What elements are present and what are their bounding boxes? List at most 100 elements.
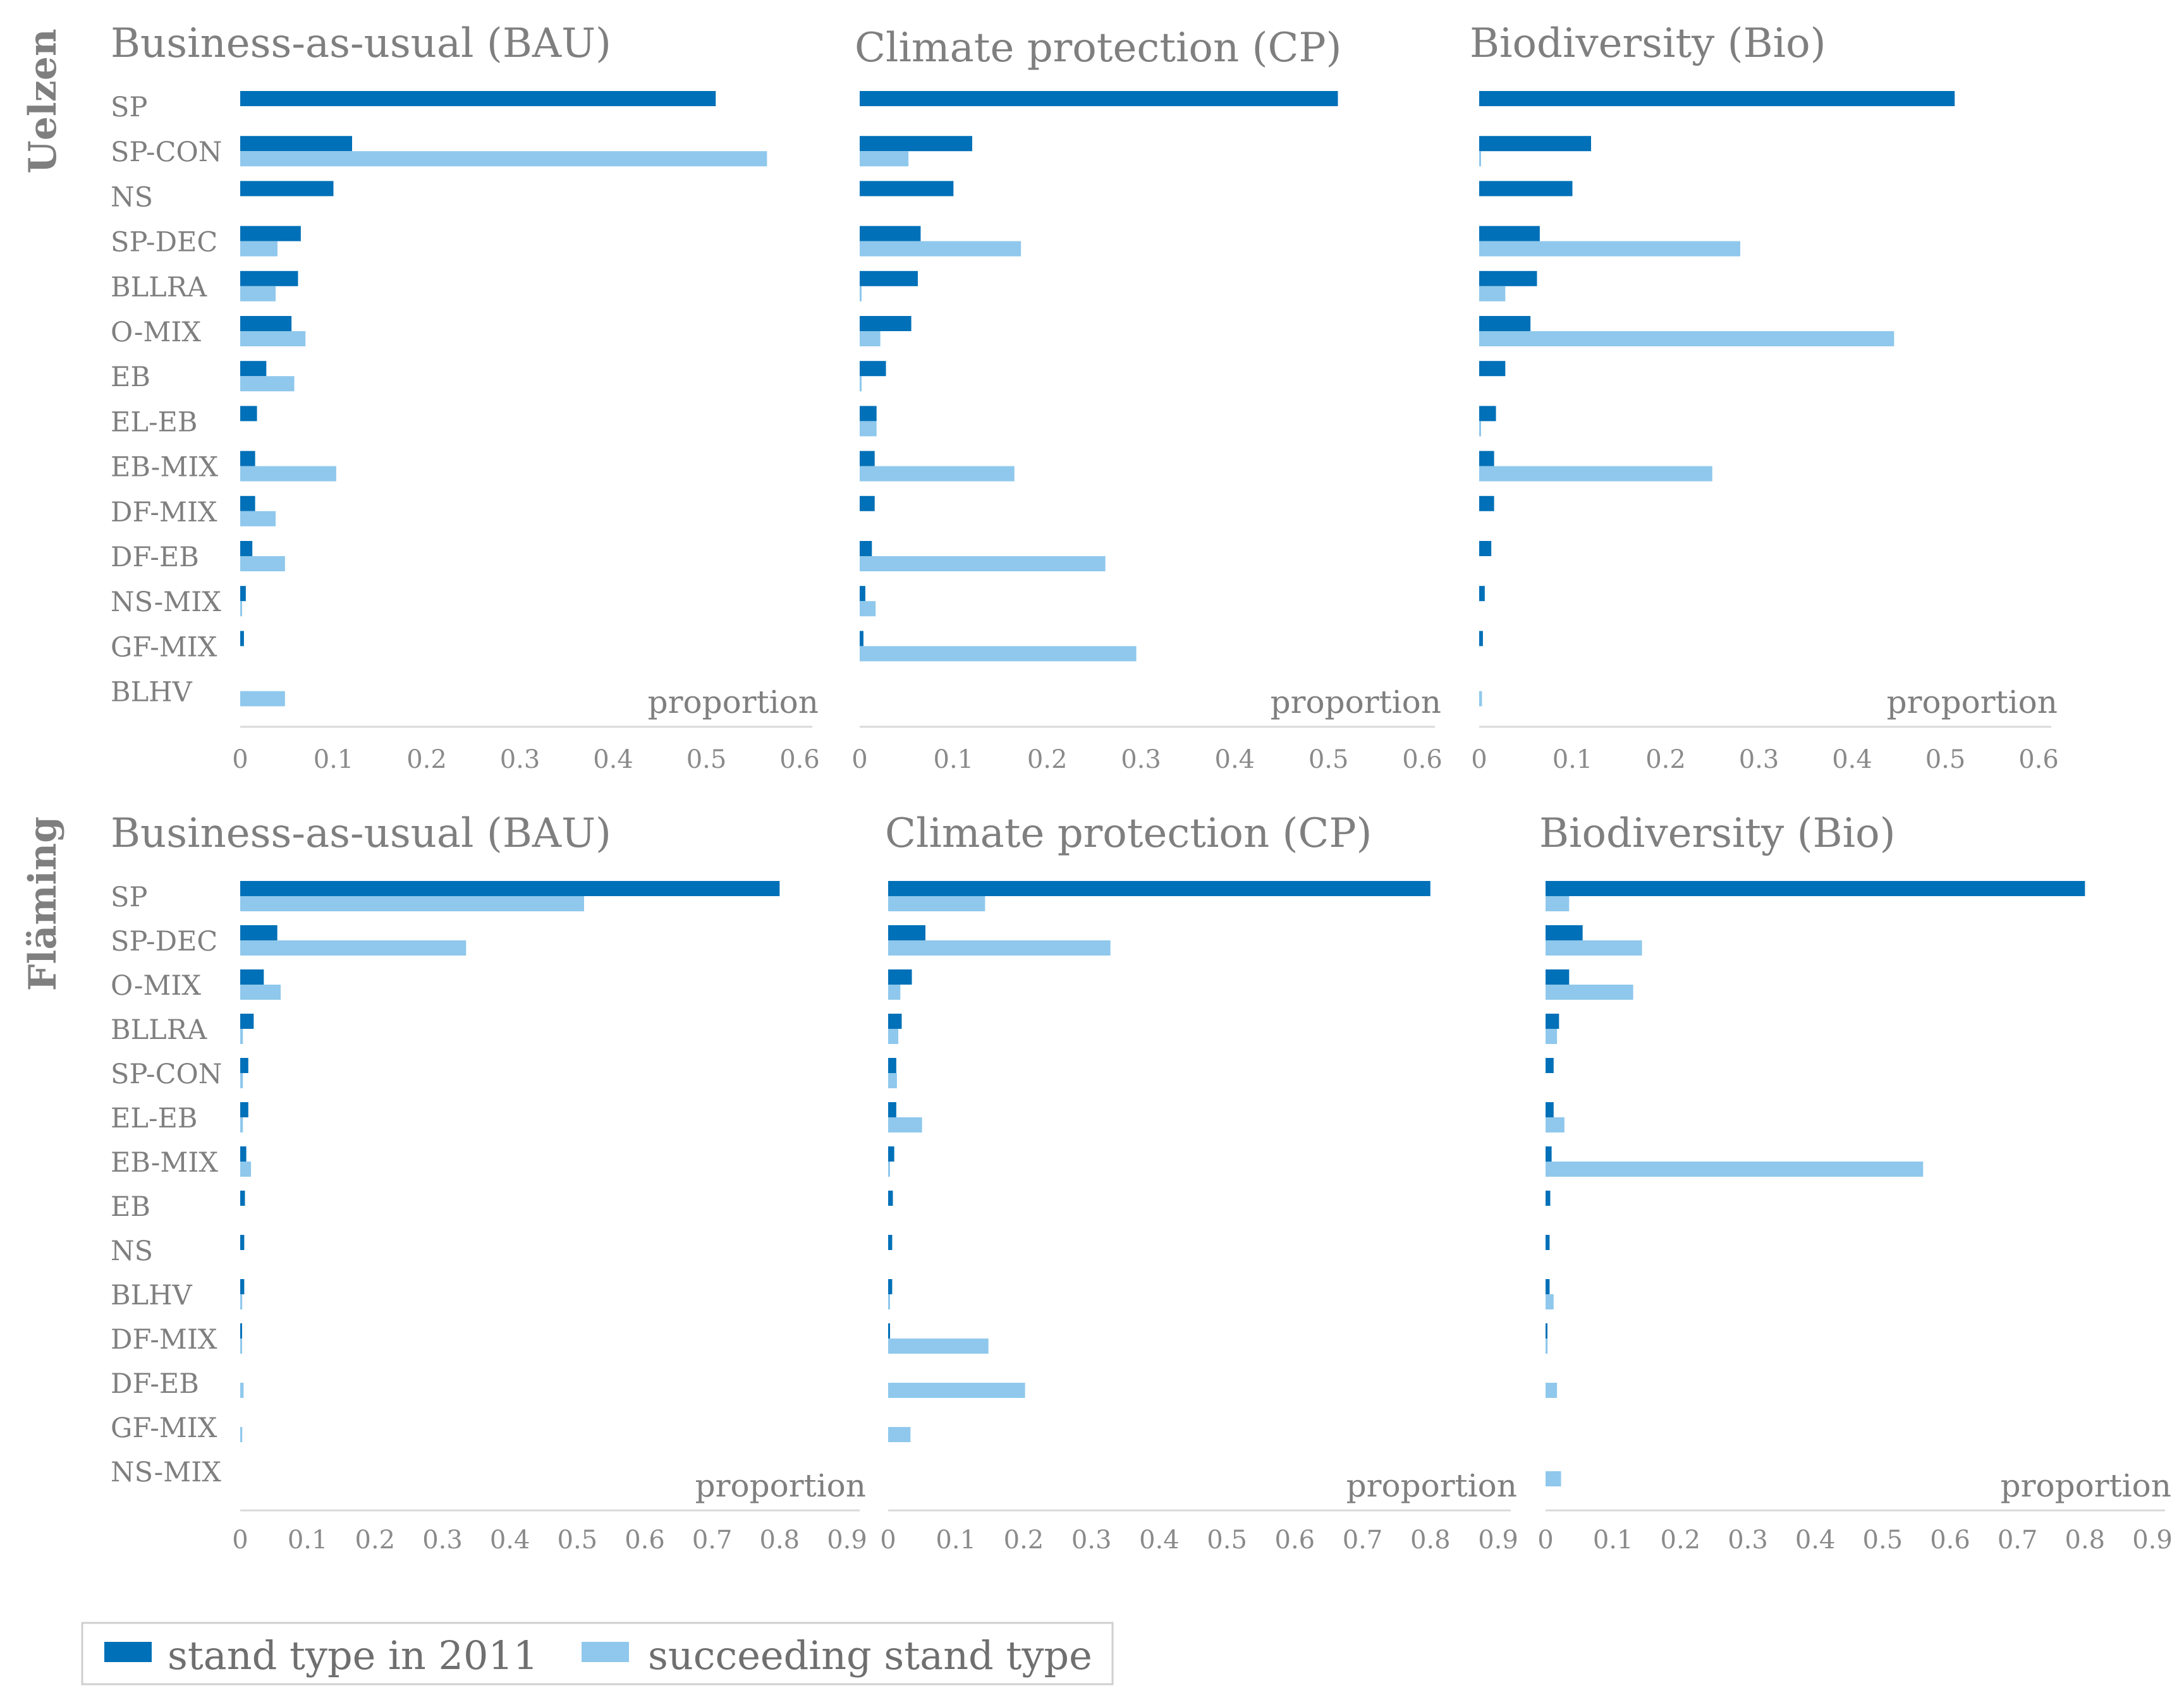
bar-stand-2011-sp [888, 881, 1431, 896]
bar-stand-2011-el-eb [1546, 1102, 1554, 1117]
bar-stand-2011-sp-dec [888, 925, 925, 940]
bar-succeeding-df-mix [240, 511, 276, 526]
bar-stand-2011-gf-mix [1479, 631, 1483, 647]
category-label-ns-mix: NS-MIX [111, 1457, 221, 1488]
bar-stand-2011-df-mix [888, 1323, 890, 1339]
bar-succeeding-o-mix [240, 331, 306, 346]
panel-uelzen-3: Biodiversity (Bio) 0 0.1 0.2 0.3 0.4 0.5 0.6 pro… [1470, 20, 2059, 774]
x-tick-label: 0.5 [1863, 1526, 1903, 1555]
bar-succeeding-bllra [240, 1029, 243, 1044]
bar-stand-2011-ns-mix [1479, 586, 1485, 602]
bar-succeeding-el-eb [1546, 1117, 1565, 1132]
category-label-sp-dec: SP-DEC [111, 227, 217, 258]
x-tick-label: 0.3 [500, 745, 540, 774]
x-tick-label: 0.6 [779, 745, 820, 774]
x-axis-title: proportion [1346, 1467, 1517, 1504]
bar-succeeding-gf-mix [860, 646, 1137, 662]
x-tick-label: 0.7 [692, 1526, 733, 1555]
bar-succeeding-eb [240, 376, 295, 392]
bar-stand-2011-ns [1479, 181, 1573, 197]
bar-succeeding-o-mix [888, 985, 901, 1000]
bar-stand-2011-ns [240, 1235, 245, 1250]
bar-stand-2011-sp-con [888, 1058, 896, 1073]
bar-succeeding-blhv [1546, 1294, 1554, 1309]
bar-succeeding-eb-mix [860, 466, 1015, 482]
bar-stand-2011-eb-mix [860, 451, 875, 466]
bar-succeeding-df-eb [240, 556, 285, 571]
bar-succeeding-o-mix [240, 985, 281, 1000]
bar-succeeding-blhv [888, 1294, 890, 1309]
bar-succeeding-blhv [240, 691, 285, 707]
bar-stand-2011-sp [1546, 881, 2085, 896]
bar-stand-2011-el-eb [888, 1102, 896, 1117]
bar-succeeding-sp-con [240, 1073, 243, 1088]
panel-title: Biodiversity (Bio) [1539, 810, 1896, 857]
bar-stand-2011-bllra [240, 1014, 254, 1029]
bar-succeeding-gf-mix [888, 1427, 911, 1442]
bar-succeeding-df-eb [1546, 1383, 1558, 1398]
bar-stand-2011-bllra [888, 1014, 902, 1029]
bar-stand-2011-el-eb [860, 406, 877, 422]
bar-stand-2011-df-eb [240, 541, 253, 556]
x-tick-label: 0 [851, 745, 867, 774]
bar-stand-2011-eb [1479, 361, 1506, 377]
bar-succeeding-df-eb [888, 1383, 1025, 1398]
bar-succeeding-sp-con [240, 151, 767, 167]
x-tick-label: 0 [232, 745, 248, 774]
bar-stand-2011-o-mix [1479, 316, 1531, 331]
category-label-eb: EB [111, 361, 150, 393]
category-label-ns-mix: NS-MIX [111, 586, 221, 618]
bar-stand-2011-ns [240, 181, 334, 197]
category-label-eb-mix: EB-MIX [111, 452, 218, 483]
bar-stand-2011-eb-mix [240, 451, 255, 466]
bar-succeeding-bllra [888, 1029, 899, 1044]
bar-stand-2011-eb-mix [1546, 1146, 1552, 1162]
x-tick-label: 0.8 [1410, 1526, 1451, 1555]
bar-stand-2011-sp-dec [240, 925, 278, 940]
x-tick-label: 0.1 [1593, 1526, 1633, 1555]
category-label-eb: EB [111, 1191, 150, 1223]
x-tick-label: 0.4 [490, 1526, 530, 1555]
bar-stand-2011-sp-dec [1479, 226, 1540, 241]
category-label-el-eb: EL-EB [111, 1103, 197, 1134]
category-label-eb-mix: EB-MIX [111, 1147, 218, 1179]
panel-uelzen-1: Business-as-usual (BAU) SP SP-CON NS SP-DEC B… [111, 20, 820, 774]
bar-succeeding-o-mix [1546, 985, 1633, 1000]
bar-succeeding-sp [1546, 896, 1570, 911]
panel-uelzen-2: Climate protection (CP) 0 0.1 0.2 0.3 0.4 0.5 0… [851, 25, 1443, 774]
bar-stand-2011-df-eb [860, 541, 872, 556]
panel-title: Business-as-usual (BAU) [111, 20, 611, 67]
panel-title: Climate protection (CP) [885, 810, 1372, 857]
bar-stand-2011-df-mix [860, 495, 875, 511]
bar-stand-2011-sp-con [240, 1058, 248, 1073]
bar-stand-2011-eb [240, 1191, 245, 1206]
bar-stand-2011-df-mix [1479, 495, 1494, 511]
x-tick-label: 0.3 [422, 1526, 463, 1555]
x-tick-label: 0.9 [1478, 1526, 1518, 1555]
bar-stand-2011-sp-con [860, 136, 972, 152]
x-tick-label: 0.5 [686, 745, 727, 774]
x-axis-title: proportion [695, 1467, 866, 1504]
panel-fl-ming-1: Business-as-usual (BAU) SP SP-DEC O-MIX BLLR… [111, 810, 867, 1555]
bar-stand-2011-ns [860, 181, 954, 197]
bar-stand-2011-bllra [1546, 1014, 1559, 1029]
x-tick-label: 0 [1471, 745, 1487, 774]
bar-succeeding-sp-dec [1479, 241, 1740, 257]
bar-stand-2011-ns-mix [860, 586, 865, 602]
legend: stand type in 2011 succeeding stand type [81, 1622, 1114, 1685]
x-tick-label: 0.2 [1645, 745, 1686, 774]
bar-succeeding-o-mix [1479, 331, 1894, 346]
bar-stand-2011-blhv [240, 1279, 245, 1294]
x-tick-label: 0.5 [1309, 745, 1349, 774]
x-tick-label: 0.3 [1121, 745, 1161, 774]
x-tick-label: 0.2 [355, 1526, 396, 1555]
bar-succeeding-el-eb [888, 1117, 922, 1132]
bar-stand-2011-o-mix [1546, 969, 1570, 985]
bar-stand-2011-bllra [860, 270, 918, 286]
bar-succeeding-sp-con [1479, 151, 1481, 167]
legend-swatch-stand-2011 [104, 1642, 152, 1662]
bar-succeeding-ns-mix [240, 601, 242, 617]
bar-stand-2011-sp-dec [240, 226, 301, 241]
bar-succeeding-bllra [1479, 286, 1506, 301]
x-tick-label: 0.9 [2132, 1526, 2173, 1555]
